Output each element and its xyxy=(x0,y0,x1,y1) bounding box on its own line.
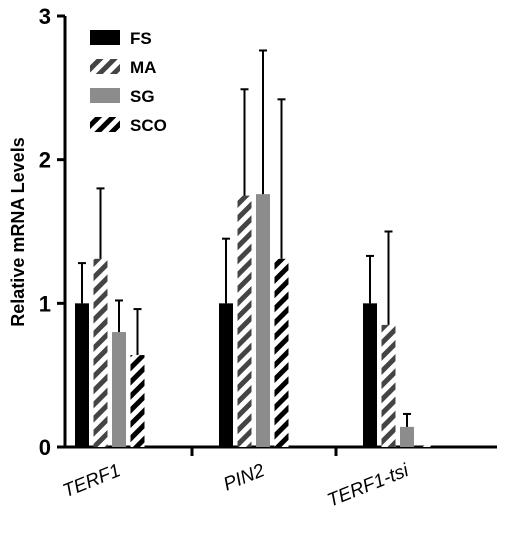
bar-sg xyxy=(112,332,126,447)
legend-label-ma: MA xyxy=(130,58,156,77)
x-category-label: TERF1-tsi xyxy=(324,460,412,512)
bar-sco xyxy=(274,258,289,447)
bar-ma xyxy=(381,324,396,447)
legend-swatch-ma xyxy=(90,59,120,74)
legend: FS MA SG SCO xyxy=(90,29,167,135)
legend-label-fs: FS xyxy=(130,29,152,48)
bar-ma xyxy=(93,258,108,447)
y-axis-title: Relative mRNA Levels xyxy=(8,137,28,326)
bar-fs xyxy=(219,303,233,447)
legend-swatch-sco xyxy=(90,117,120,132)
y-tick-label: 0 xyxy=(39,435,51,460)
bar-fs xyxy=(363,303,377,447)
y-tick-label: 2 xyxy=(39,148,51,173)
legend-swatch-sg xyxy=(90,88,120,103)
bar-sco xyxy=(130,355,145,447)
x-category-label: PIN2 xyxy=(221,460,268,495)
bar-sg xyxy=(400,426,414,447)
bar-ma xyxy=(237,195,252,447)
bars-layer xyxy=(75,49,433,447)
bar-sg xyxy=(256,194,270,447)
y-tick-label: 3 xyxy=(39,4,51,29)
legend-label-sco: SCO xyxy=(130,116,167,135)
legend-label-sg: SG xyxy=(130,87,155,106)
y-tick-label: 1 xyxy=(39,291,51,316)
legend-swatch-fs xyxy=(90,30,120,45)
bar-sco xyxy=(418,445,433,447)
bar-fs xyxy=(75,303,89,447)
x-category-label: TERF1 xyxy=(60,460,124,502)
